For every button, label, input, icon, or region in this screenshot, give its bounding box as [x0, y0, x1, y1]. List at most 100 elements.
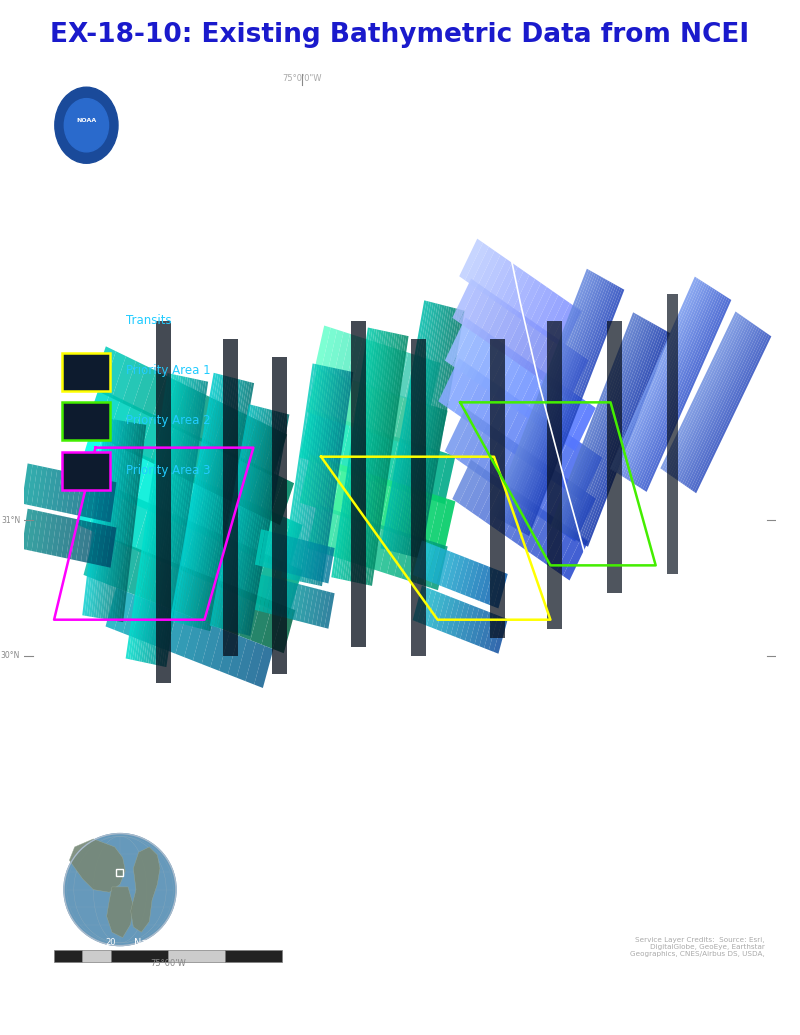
- Polygon shape: [66, 473, 77, 514]
- Polygon shape: [316, 590, 326, 626]
- Polygon shape: [550, 436, 578, 484]
- Polygon shape: [118, 424, 144, 622]
- Polygon shape: [510, 362, 538, 411]
- Polygon shape: [170, 473, 197, 526]
- Polygon shape: [452, 413, 480, 462]
- Polygon shape: [398, 353, 414, 398]
- Polygon shape: [554, 483, 582, 532]
- Polygon shape: [228, 409, 269, 630]
- Polygon shape: [170, 519, 197, 570]
- Polygon shape: [518, 367, 545, 416]
- Polygon shape: [158, 380, 202, 666]
- Polygon shape: [173, 566, 195, 614]
- Polygon shape: [553, 314, 638, 528]
- Polygon shape: [662, 313, 739, 471]
- Polygon shape: [150, 420, 174, 467]
- Polygon shape: [398, 305, 445, 554]
- Polygon shape: [361, 333, 399, 584]
- Polygon shape: [450, 600, 465, 637]
- Polygon shape: [307, 412, 326, 463]
- Polygon shape: [692, 333, 770, 492]
- Polygon shape: [421, 494, 439, 544]
- Polygon shape: [86, 419, 112, 617]
- Polygon shape: [295, 366, 329, 581]
- Polygon shape: [42, 513, 52, 554]
- Polygon shape: [315, 414, 334, 465]
- Text: 40: 40: [162, 938, 174, 947]
- Polygon shape: [175, 615, 194, 657]
- Polygon shape: [491, 269, 589, 516]
- Polygon shape: [566, 447, 594, 496]
- Polygon shape: [626, 287, 713, 480]
- Polygon shape: [405, 355, 421, 401]
- Polygon shape: [527, 289, 624, 536]
- Polygon shape: [422, 544, 436, 581]
- Polygon shape: [174, 374, 221, 622]
- Polygon shape: [26, 465, 38, 506]
- Polygon shape: [132, 598, 151, 640]
- Polygon shape: [546, 388, 574, 436]
- Polygon shape: [254, 646, 274, 688]
- Polygon shape: [452, 460, 478, 503]
- Polygon shape: [455, 602, 470, 639]
- Polygon shape: [474, 610, 489, 646]
- Polygon shape: [304, 541, 314, 579]
- Polygon shape: [578, 327, 662, 542]
- Polygon shape: [366, 523, 382, 569]
- Polygon shape: [676, 323, 754, 481]
- Polygon shape: [354, 332, 393, 583]
- Polygon shape: [358, 385, 375, 431]
- Polygon shape: [459, 327, 487, 376]
- Polygon shape: [183, 377, 230, 625]
- Polygon shape: [182, 478, 208, 531]
- Polygon shape: [498, 310, 523, 354]
- Polygon shape: [46, 469, 58, 510]
- Polygon shape: [494, 618, 508, 654]
- Polygon shape: [46, 514, 58, 555]
- Polygon shape: [161, 425, 186, 472]
- Polygon shape: [206, 580, 229, 627]
- Polygon shape: [226, 408, 267, 630]
- Polygon shape: [147, 463, 173, 515]
- Polygon shape: [277, 565, 302, 617]
- Polygon shape: [387, 530, 404, 576]
- Polygon shape: [162, 381, 186, 427]
- Polygon shape: [496, 271, 593, 519]
- Polygon shape: [307, 504, 324, 551]
- Polygon shape: [315, 371, 349, 585]
- Polygon shape: [248, 414, 290, 635]
- Polygon shape: [96, 393, 121, 441]
- Polygon shape: [557, 532, 582, 575]
- Polygon shape: [291, 538, 302, 575]
- Polygon shape: [392, 303, 438, 552]
- Polygon shape: [101, 526, 111, 566]
- Polygon shape: [193, 622, 212, 664]
- Polygon shape: [394, 532, 411, 579]
- Polygon shape: [521, 285, 618, 532]
- Polygon shape: [508, 278, 606, 526]
- Polygon shape: [388, 438, 407, 489]
- Polygon shape: [313, 371, 346, 585]
- Polygon shape: [445, 318, 473, 365]
- Polygon shape: [618, 282, 705, 475]
- Polygon shape: [230, 499, 255, 552]
- Polygon shape: [123, 452, 150, 505]
- Polygon shape: [356, 473, 374, 524]
- Polygon shape: [322, 374, 338, 419]
- Polygon shape: [490, 339, 506, 638]
- Polygon shape: [100, 442, 126, 495]
- Polygon shape: [242, 550, 267, 601]
- Polygon shape: [642, 297, 730, 491]
- Polygon shape: [206, 382, 252, 630]
- Polygon shape: [271, 533, 282, 570]
- Polygon shape: [430, 408, 448, 454]
- Polygon shape: [563, 537, 588, 581]
- Text: 75°0'0"W: 75°0'0"W: [282, 73, 322, 83]
- Polygon shape: [128, 409, 153, 456]
- Polygon shape: [485, 301, 510, 345]
- Polygon shape: [488, 348, 516, 395]
- Polygon shape: [106, 481, 117, 523]
- Polygon shape: [106, 540, 129, 588]
- Polygon shape: [388, 483, 407, 534]
- Polygon shape: [387, 302, 434, 551]
